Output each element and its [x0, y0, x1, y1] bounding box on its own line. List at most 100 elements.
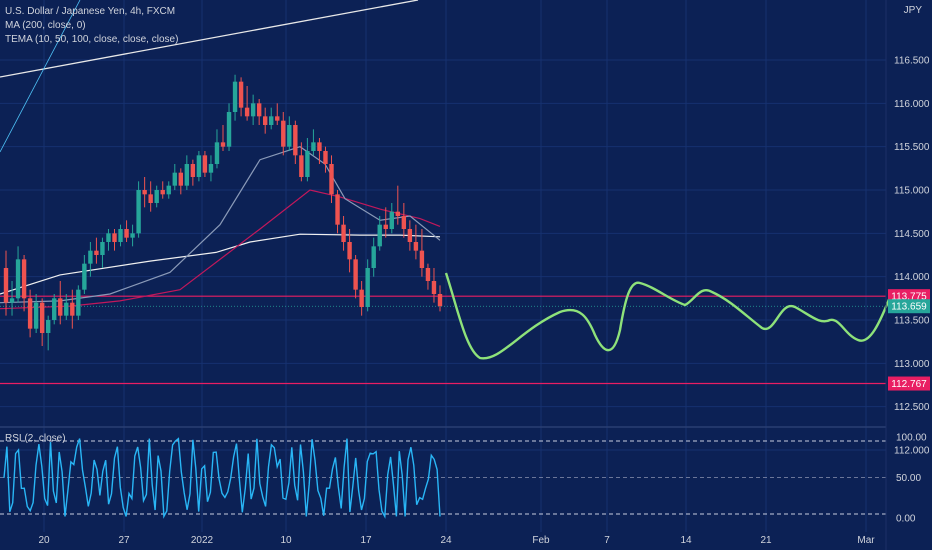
rsi-layer: RSI (2, close): [0, 433, 886, 519]
axis-layer: 116.500 116.000 115.500 115.000 114.500 114.0…: [38, 56, 930, 546]
rsi-tick-label: 50.00: [896, 473, 921, 484]
y-tick-label: 115.500: [894, 142, 930, 153]
candle-body: [27, 298, 33, 329]
y-tick-label: 112.500: [894, 402, 930, 413]
candle-body: [124, 229, 129, 238]
price-label: 112.767: [891, 379, 927, 390]
trendline-layer: [0, 0, 419, 153]
x-tick-label: 21: [760, 535, 772, 546]
candle-body: [88, 250, 93, 264]
candle-body: [359, 289, 364, 307]
price-label-box: [888, 299, 930, 314]
x-tick-label: 24: [440, 535, 452, 546]
candles-layer: [3, 74, 443, 351]
candle-body: [64, 302, 69, 316]
rsi-tick-label: 0.00: [896, 514, 916, 525]
candle-body: [353, 259, 358, 290]
candle-body: [305, 151, 310, 177]
trendline-white: [0, 0, 419, 78]
tema-line-fast: [0, 146, 441, 304]
candle-body: [341, 224, 346, 242]
forecast-curve: [444, 272, 892, 360]
candle-body: [208, 164, 214, 173]
candle-body: [407, 229, 413, 242]
candle-body: [3, 268, 9, 303]
candle-body: [269, 116, 274, 125]
candle-body: [262, 116, 268, 125]
y-tick-label: 116.500: [894, 56, 930, 67]
price-label: 113.659: [891, 302, 927, 313]
candle-body: [281, 120, 286, 147]
candle-body: [323, 151, 328, 164]
candle-body: [335, 194, 340, 225]
candle-body: [256, 103, 262, 117]
chart-title: U.S. Dollar / Japanese Yen, 4h, FXCM: [5, 6, 176, 17]
legend-tema: TEMA (10, 50, 100, close, close, close): [5, 34, 179, 45]
legend-ma: MA (200, close, 0): [5, 20, 86, 31]
candle-body: [148, 194, 153, 203]
candle-body: [82, 263, 87, 290]
candle-body: [365, 268, 370, 307]
candle-body: [389, 211, 394, 229]
candle-body: [196, 155, 202, 177]
y-tick-label: 113.500: [894, 316, 930, 327]
trendline-blue: [0, 0, 81, 153]
price-label: 113.775: [891, 292, 927, 303]
y-tick-label: 115.000: [894, 186, 930, 197]
candle-body: [178, 172, 184, 186]
candle-body: [15, 259, 21, 299]
candle-body: [166, 185, 171, 195]
x-tick-label: 7: [604, 535, 610, 546]
currency-label: JPY: [903, 5, 922, 16]
candle-body: [347, 242, 352, 260]
candle-body: [287, 125, 292, 147]
candle-body: [76, 289, 81, 316]
candle-body: [21, 259, 27, 299]
candle-body: [94, 250, 99, 255]
candle-body: [226, 112, 232, 147]
candle-body: [58, 298, 63, 316]
candle-body: [377, 224, 382, 247]
candle-body: [401, 216, 407, 229]
candle-body: [371, 246, 376, 268]
candle-body: [311, 142, 316, 151]
x-tick-label: Mar: [857, 535, 875, 546]
candle-body: [106, 233, 111, 242]
candle-body: [383, 224, 388, 229]
candle-body: [184, 164, 190, 186]
rsi-line: [3, 437, 441, 519]
y-tick-label: 114.500: [894, 229, 930, 240]
candle-body: [299, 155, 304, 177]
candle-body: [431, 281, 437, 294]
candle-body: [413, 242, 419, 251]
x-tick-label: Feb: [532, 535, 550, 546]
grid-layer: [0, 0, 886, 532]
candle-body: [190, 164, 196, 177]
candle-body: [52, 298, 57, 320]
x-tick-label: 20: [38, 535, 50, 546]
candle-body: [154, 190, 159, 203]
candle-body: [160, 190, 165, 195]
candle-body: [45, 320, 51, 333]
candle-body: [202, 155, 208, 173]
candle-body: [9, 298, 15, 303]
candle-body: [317, 142, 322, 151]
rsi-tick-label: 100.00: [896, 433, 927, 444]
y-tick-label: 116.000: [894, 99, 930, 110]
y-tick-label: 113.000: [894, 359, 930, 370]
candle-body: [70, 302, 75, 316]
candle-body: [220, 142, 226, 147]
candle-body: [118, 229, 123, 242]
candle-body: [419, 250, 425, 268]
candle-body: [39, 302, 45, 333]
projection-layer: [444, 272, 892, 360]
y-tick-label: 112.000: [894, 446, 930, 457]
x-tick-label: 14: [680, 535, 692, 546]
candle-body: [130, 233, 135, 238]
candle-body: [142, 190, 147, 195]
candle-body: [232, 81, 238, 112]
candle-body: [238, 81, 244, 108]
